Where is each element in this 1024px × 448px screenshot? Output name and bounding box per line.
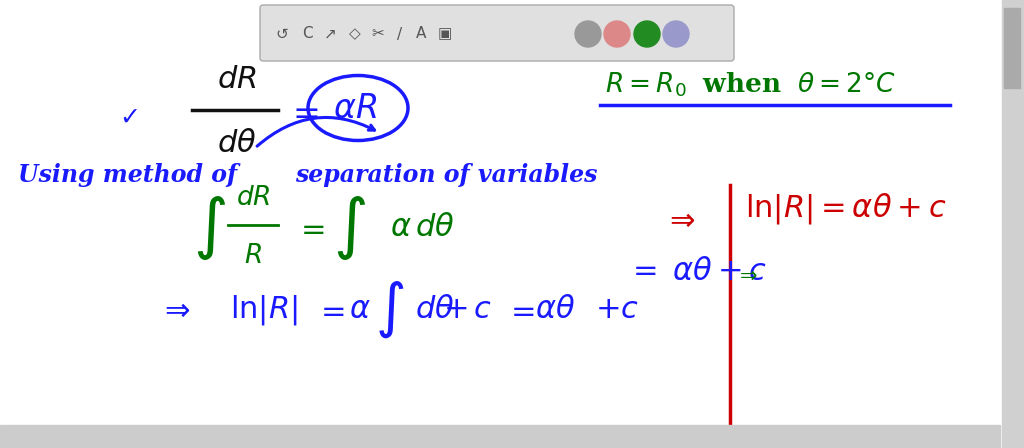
Text: $\ln|R| = \alpha\theta + c$: $\ln|R| = \alpha\theta + c$ [745, 190, 946, 225]
Text: ↗: ↗ [324, 26, 336, 42]
Text: $dR$: $dR$ [236, 185, 270, 210]
Circle shape [634, 21, 660, 47]
Bar [1002, 0, 1024, 448]
Text: A: A [416, 26, 426, 42]
Text: $\alpha\theta$: $\alpha\theta$ [535, 294, 575, 326]
Text: $+c$: $+c$ [595, 294, 639, 326]
Text: $dR$: $dR$ [217, 64, 257, 95]
Text: ↺: ↺ [275, 26, 289, 42]
FancyBboxPatch shape [260, 5, 734, 61]
Text: Using method of: Using method of [18, 163, 238, 187]
Bar [1004, 8, 1020, 88]
Text: $\int$: $\int$ [334, 194, 367, 262]
Circle shape [575, 21, 601, 47]
Text: ▣: ▣ [438, 26, 453, 42]
Text: $=$: $=$ [505, 294, 536, 326]
Text: $R$: $R$ [244, 243, 262, 268]
Text: $\int$: $\int$ [376, 280, 404, 340]
Circle shape [604, 21, 630, 47]
Text: $\int$: $\int$ [194, 194, 226, 262]
Text: ✂: ✂ [372, 26, 384, 42]
Text: C: C [302, 26, 312, 42]
Text: ◇: ◇ [349, 26, 360, 42]
Text: separation of variables: separation of variables [295, 163, 597, 187]
Text: $\alpha \, d\theta$: $\alpha \, d\theta$ [390, 212, 455, 244]
Text: $d\theta$: $d\theta$ [217, 128, 257, 159]
Text: $=$: $=$ [314, 294, 345, 326]
Text: ✓: ✓ [120, 106, 140, 130]
Text: $d\theta$: $d\theta$ [415, 294, 455, 326]
Text: $\Rightarrow$: $\Rightarrow$ [735, 265, 758, 285]
Text: $= \; \alpha\theta + c$: $= \; \alpha\theta + c$ [627, 257, 767, 288]
Text: $=$: $=$ [286, 95, 318, 129]
Text: $\alpha R$: $\alpha R$ [333, 91, 377, 125]
Text: $\ln|R|$: $\ln|R|$ [230, 293, 298, 327]
Text: $\Rightarrow$: $\Rightarrow$ [159, 294, 191, 326]
Text: $+ \, c$: $+ \, c$ [442, 294, 492, 326]
Text: $\Rightarrow$: $\Rightarrow$ [664, 204, 696, 236]
Text: $\alpha$: $\alpha$ [349, 294, 371, 326]
Text: $R = R_0 \;$ when $\; \theta = 2°C$: $R = R_0 \;$ when $\; \theta = 2°C$ [605, 71, 896, 99]
Bar [0, 425, 1000, 448]
Text: $=$: $=$ [295, 212, 326, 244]
Circle shape [663, 21, 689, 47]
Text: /: / [397, 26, 402, 42]
